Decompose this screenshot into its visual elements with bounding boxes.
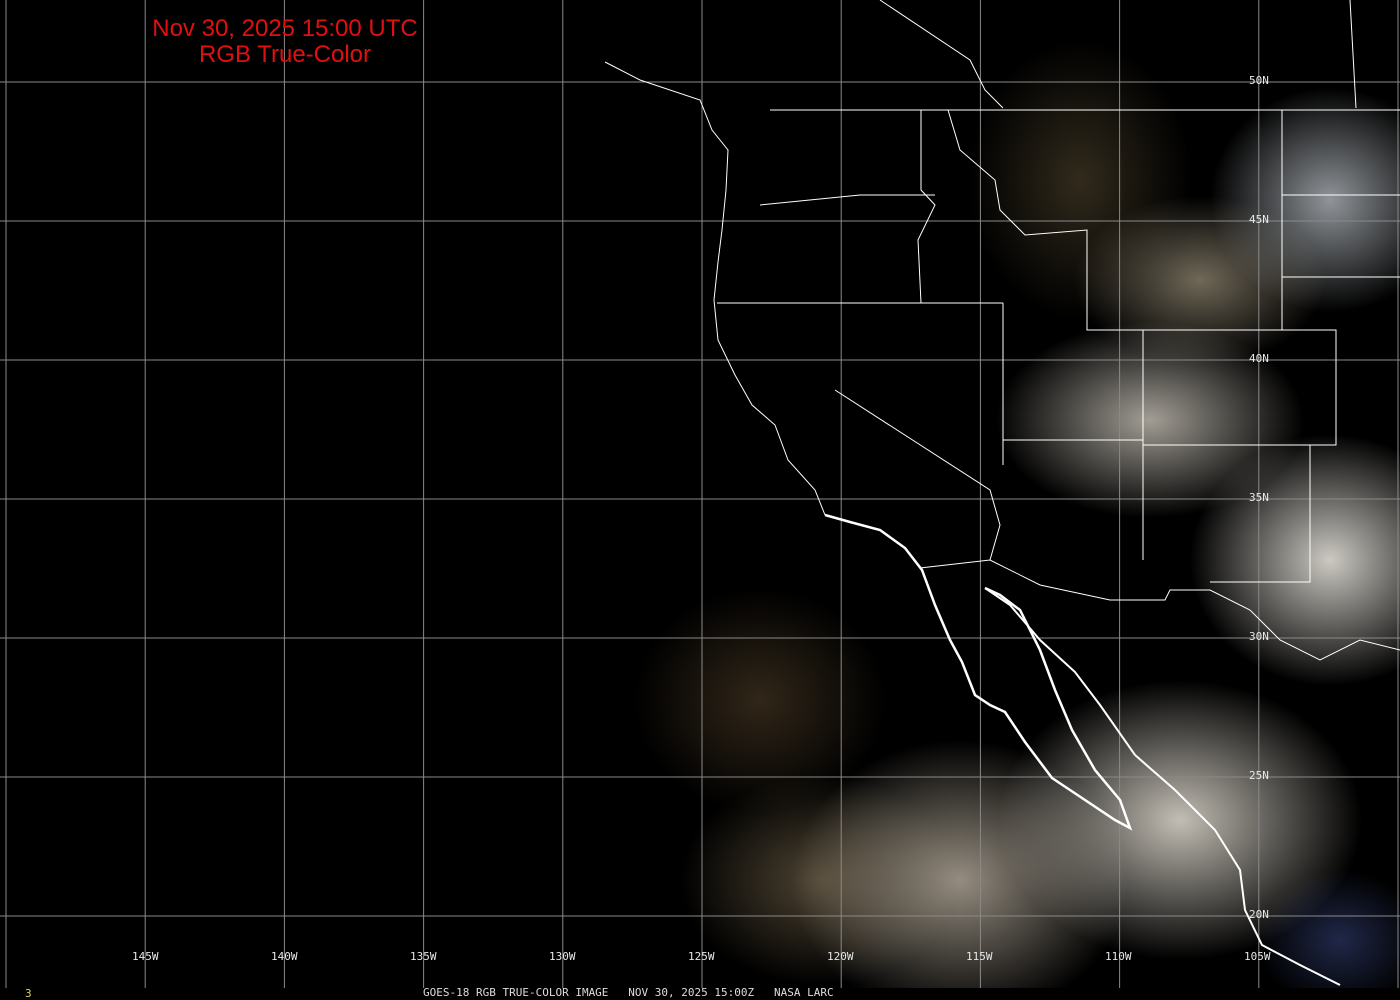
southern-california-baja-coastline: [824, 513, 1133, 831]
longitude-label: 135W: [410, 950, 437, 963]
longitude-label: 125W: [688, 950, 715, 963]
footer-bar: [0, 988, 1400, 1000]
title-datetime: Nov 30, 2025 15:00 UTC: [152, 15, 418, 42]
longitude-label: 145W: [132, 950, 159, 963]
latitude-label: 50N: [1249, 74, 1269, 87]
frame-number: 3: [25, 987, 32, 1000]
image-caption: GOES-18 RGB TRUE-COLOR IMAGE NOV 30, 202…: [423, 986, 834, 999]
mexico-mainland-coastline: [984, 587, 1341, 986]
latitude-label: 30N: [1249, 630, 1269, 643]
longitude-label: 115W: [966, 950, 993, 963]
longitude-label: 130W: [549, 950, 576, 963]
pacific-coastline: [604, 61, 826, 516]
state-borders: [717, 0, 1400, 661]
latitude-label: 35N: [1249, 491, 1269, 504]
longitude-label: 140W: [271, 950, 298, 963]
longitude-label: 110W: [1105, 950, 1132, 963]
longitude-label: 120W: [827, 950, 854, 963]
longitude-label: 105W: [1244, 950, 1271, 963]
latitude-label: 45N: [1249, 213, 1269, 226]
latitude-label: 25N: [1249, 769, 1269, 782]
latitude-label: 40N: [1249, 352, 1269, 365]
title-product: RGB True-Color: [198, 41, 372, 68]
latitude-label: 20N: [1249, 908, 1269, 921]
